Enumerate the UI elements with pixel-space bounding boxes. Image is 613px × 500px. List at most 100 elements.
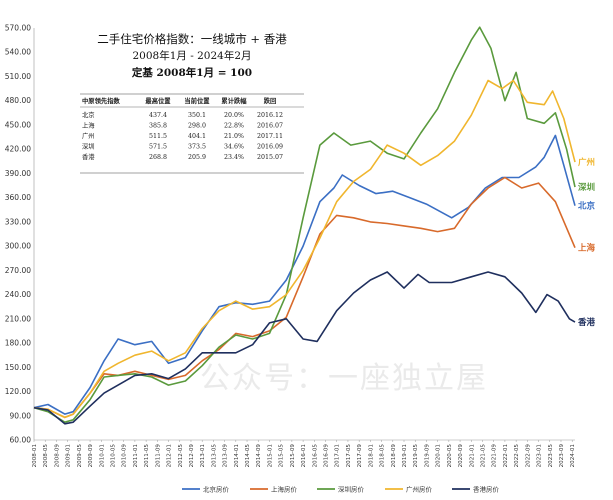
- table-cell: 2017.11: [257, 133, 283, 140]
- x-tick-label: 2020-01: [436, 444, 442, 468]
- watermark-text: 公众号：一座独立屋: [200, 361, 488, 396]
- table-cell: 2016.09: [257, 144, 283, 151]
- x-tick-label: 2023-01: [537, 444, 543, 468]
- table-cell: 北京: [82, 110, 95, 119]
- table-header-cell: 累计跌幅: [221, 96, 247, 105]
- x-tick-label: 2009-09: [88, 444, 94, 468]
- table-cell: 205.9: [188, 154, 206, 161]
- table-cell: 2016.12: [257, 112, 283, 119]
- x-tick-label: 2016-09: [324, 444, 330, 468]
- x-tick-label: 2008-05: [43, 444, 49, 468]
- x-tick-label: 2020-05: [447, 444, 453, 468]
- table-cell: 571.5: [149, 144, 167, 151]
- table-cell: 2015.07: [257, 154, 283, 161]
- table-cell: 23.4%: [224, 154, 244, 161]
- legend-label: 香港房价: [473, 484, 500, 493]
- y-tick-label: 510.00: [5, 72, 31, 81]
- x-tick-label: 2008-09: [54, 444, 60, 468]
- y-tick-label: 120.00: [5, 387, 31, 396]
- series-line-广州: [33, 79, 576, 419]
- x-tick-label: 2009-05: [77, 444, 83, 468]
- x-tick-label: 2014-01: [234, 444, 240, 468]
- table-cell: 373.5: [188, 144, 206, 151]
- table-header-cell: 中原领先指数: [82, 96, 120, 105]
- table-header-cell: 最高位置: [145, 96, 171, 105]
- x-tick-label: 2020-09: [458, 444, 464, 468]
- x-tick-label: 2012-09: [189, 444, 195, 468]
- y-tick-label: 570.00: [5, 24, 31, 33]
- x-tick-label: 2019-05: [413, 444, 419, 468]
- x-tick-label: 2018-05: [380, 444, 386, 468]
- x-tick-label: 2019-01: [402, 444, 408, 468]
- table-cell: 511.5: [149, 133, 167, 140]
- chart-subtitle-base: 定基 2008年1月 = 100: [131, 66, 252, 79]
- y-tick-label: 90.00: [10, 411, 32, 420]
- table-cell: 437.4: [149, 112, 167, 119]
- x-tick-label: 2016-01: [301, 444, 307, 468]
- y-tick-label: 150.00: [5, 363, 31, 372]
- x-tick-label: 2018-01: [368, 444, 374, 468]
- x-tick-label: 2021-01: [469, 444, 475, 468]
- x-tick-label: 2012-05: [178, 444, 184, 468]
- x-tick-label: 2018-09: [391, 444, 397, 468]
- x-tick-label: 2022-01: [503, 444, 509, 468]
- table-cell: 上海: [82, 121, 95, 130]
- x-tick-label: 2015-01: [267, 444, 273, 468]
- x-tick-label: 2023-05: [548, 444, 554, 468]
- x-tick-label: 2008-01: [32, 444, 38, 468]
- x-tick-label: 2017-09: [357, 444, 363, 468]
- legend-label: 广州房价: [406, 484, 433, 493]
- table-cell: 广州: [82, 131, 95, 140]
- x-tick-label: 2014-09: [256, 444, 262, 468]
- x-tick-label: 2015-05: [279, 444, 285, 468]
- x-tick-label: 2022-09: [525, 444, 531, 468]
- title-block: 二手住宅价格指数：一线城市 + 香港 2008年1月 - 2024年2月 定基 …: [97, 32, 287, 79]
- table-header-cell: 跌回: [264, 96, 277, 105]
- y-tick-label: 60.00: [10, 436, 32, 445]
- y-tick-label: 540.00: [5, 48, 31, 57]
- series-line-香港: [33, 271, 576, 425]
- y-tick-label: 390.00: [5, 169, 31, 178]
- y-tick-label: 360.00: [5, 193, 31, 202]
- x-tick-label: 2024-01: [570, 444, 576, 468]
- table-cell: 34.6%: [224, 144, 244, 151]
- x-tick-label: 2021-09: [492, 444, 498, 468]
- y-tick-label: 270.00: [5, 266, 31, 275]
- y-tick-label: 450.00: [5, 120, 31, 129]
- x-tick-label: 2021-05: [480, 444, 486, 468]
- x-tick-label: 2019-09: [424, 444, 430, 468]
- table-cell: 350.1: [188, 112, 206, 119]
- x-tick-label: 2016-05: [312, 444, 318, 468]
- y-tick-label: 330.00: [5, 217, 31, 226]
- x-tick-label: 2010-01: [99, 444, 105, 468]
- y-tick-label: 300.00: [5, 242, 31, 251]
- y-tick-label: 480.00: [5, 96, 31, 105]
- x-tick-label: 2011-05: [144, 444, 150, 468]
- legend-label: 深圳房价: [338, 484, 365, 493]
- x-tick-label: 2014-05: [245, 444, 251, 468]
- legend-label: 北京房价: [203, 484, 230, 493]
- x-tick-label: 2012-01: [167, 444, 173, 468]
- legend-label: 上海房价: [271, 484, 298, 493]
- x-tick-label: 2015-09: [290, 444, 296, 468]
- table-cell: 298.0: [188, 123, 206, 130]
- x-tick-label: 2011-09: [155, 444, 161, 468]
- x-tick-label: 2013-09: [223, 444, 229, 468]
- table-cell: 21.0%: [224, 133, 244, 140]
- table-header-cell: 当前位置: [184, 96, 210, 105]
- table-cell: 香港: [82, 152, 95, 161]
- series-line-上海: [33, 176, 576, 419]
- x-tick-label: 2009-01: [66, 444, 72, 468]
- x-tick-label: 2017-05: [346, 444, 352, 468]
- x-tick-label: 2022-05: [514, 444, 520, 468]
- table-cell: 268.8: [149, 154, 167, 161]
- x-tick-label: 2011-01: [133, 444, 139, 468]
- y-tick-label: 240.00: [5, 290, 31, 299]
- series-line-深圳: [33, 26, 576, 423]
- series-group: [33, 26, 576, 425]
- x-tick-label: 2017-01: [335, 444, 341, 468]
